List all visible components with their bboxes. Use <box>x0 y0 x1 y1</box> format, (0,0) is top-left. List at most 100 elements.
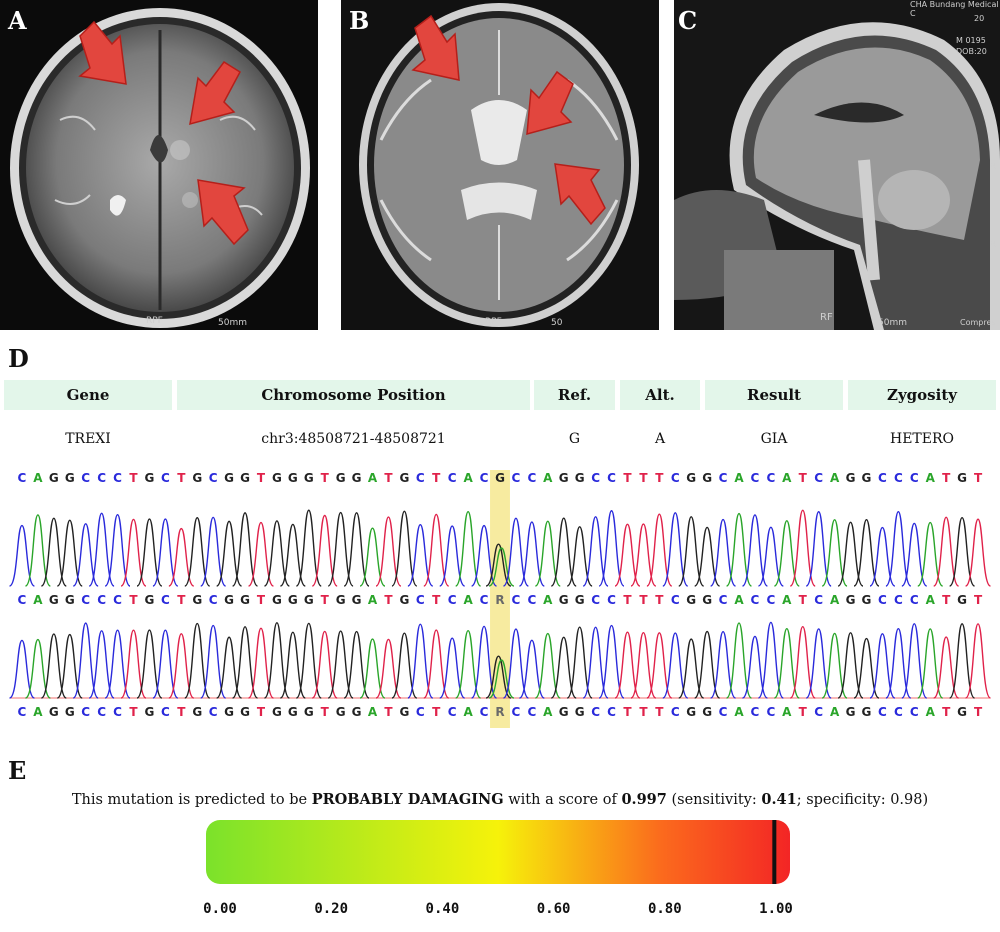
trace-peak <box>470 625 498 699</box>
called-base: C <box>113 705 122 719</box>
trace-peak <box>391 632 418 699</box>
called-base: C <box>751 705 760 719</box>
trace-peak <box>485 543 512 587</box>
trace-peak <box>837 521 864 587</box>
trace-peak <box>231 626 259 699</box>
reference-base: C <box>97 471 106 485</box>
reference-base: C <box>751 471 760 485</box>
reference-base: C <box>81 471 90 485</box>
reference-base: C <box>591 471 600 485</box>
scale-tick-label: 0.00 <box>203 901 237 917</box>
trace-peak <box>741 514 769 587</box>
called-base: C <box>161 705 170 719</box>
trace-peak <box>885 627 912 699</box>
reference-base: C <box>416 471 425 485</box>
reference-base: C <box>527 471 536 485</box>
trace-peak <box>502 628 530 699</box>
scale-tick-label: 1.00 <box>759 901 793 917</box>
score-marker <box>772 820 777 884</box>
called-base: C <box>591 593 600 607</box>
mri-sagittal-image <box>674 0 1000 330</box>
trace-peak <box>933 636 960 699</box>
trace-peak <box>853 637 880 699</box>
called-base: T <box>384 705 393 719</box>
reference-base: G <box>957 471 967 485</box>
reference-base: G <box>288 471 298 485</box>
called-base: G <box>288 593 298 607</box>
table-cell-result: GIA <box>760 431 788 447</box>
trace-peak <box>136 518 163 587</box>
trace-peak <box>152 518 179 587</box>
reference-base: C <box>814 471 823 485</box>
trace-peak <box>8 524 36 587</box>
arrow-icon <box>78 20 249 246</box>
table-header-position: Chromosome Position <box>177 380 530 410</box>
called-base: G <box>304 705 314 719</box>
scale-label: 50 <box>551 318 563 328</box>
reference-base: A <box>830 471 840 485</box>
trace-peak <box>423 629 450 699</box>
called-base: G <box>224 593 234 607</box>
reference-base: G <box>559 471 569 485</box>
reference-base: C <box>512 471 521 485</box>
trace-peak <box>279 523 306 587</box>
trace-peak <box>789 509 816 587</box>
trace-peak <box>488 547 515 587</box>
called-base: G <box>272 593 282 607</box>
trace-peak <box>805 628 832 699</box>
trace-peak <box>56 633 83 699</box>
called-base: C <box>814 705 823 719</box>
called-base: A <box>543 593 553 607</box>
trace-peak <box>518 639 545 699</box>
scale-tick-label: 0.40 <box>425 901 460 917</box>
called-base: A <box>926 705 936 719</box>
trace-peak <box>200 516 227 587</box>
table-header-zygosity: Zygosity <box>848 380 996 410</box>
trace-peak <box>757 526 784 587</box>
trace-peak <box>72 622 99 699</box>
called-base: A <box>734 593 744 607</box>
reference-base: C <box>878 471 887 485</box>
called-base: C <box>512 705 521 719</box>
called-base: G <box>352 593 362 607</box>
reference-base: G <box>49 471 59 485</box>
reference-base: C <box>910 471 919 485</box>
called-base: C <box>591 705 600 719</box>
trace-peak <box>725 512 753 587</box>
trace-peak <box>423 513 450 587</box>
mri-axial-t1-image <box>10 8 310 328</box>
trace-peak <box>263 622 291 699</box>
called-base: C <box>81 593 90 607</box>
reference-base: G <box>352 471 362 485</box>
trace-peak <box>279 631 306 699</box>
reference-base: C <box>209 471 218 485</box>
trace-peak <box>216 636 243 699</box>
panel-letter-b: B <box>349 6 370 35</box>
trace-peak <box>311 514 338 587</box>
trace-peak <box>614 523 641 587</box>
called-base: G <box>575 593 585 607</box>
called-base: A <box>782 705 792 719</box>
table-header-alt: Alt. <box>620 380 700 410</box>
trace-peak <box>375 638 402 699</box>
specificity-text: ; specificity: 0.98) <box>796 792 929 808</box>
trace-peak <box>439 525 466 587</box>
called-base: C <box>18 705 27 719</box>
reference-base: T <box>974 471 983 485</box>
called-base: R <box>495 593 504 607</box>
scan-header-line: CHA Bundang Medical C <box>910 0 999 18</box>
called-base: C <box>113 593 122 607</box>
trace-peak <box>56 519 83 587</box>
sentence-start: This mutation is predicted to be <box>71 792 312 808</box>
called-base: G <box>862 593 872 607</box>
called-base: T <box>655 705 664 719</box>
called-base: C <box>416 705 425 719</box>
called-base: T <box>432 593 441 607</box>
trace-peak <box>566 626 593 699</box>
reference-base: A <box>368 471 378 485</box>
called-base: T <box>129 593 138 607</box>
trace-peak <box>152 629 179 699</box>
reference-base: T <box>799 471 808 485</box>
trace-peak <box>40 517 67 587</box>
